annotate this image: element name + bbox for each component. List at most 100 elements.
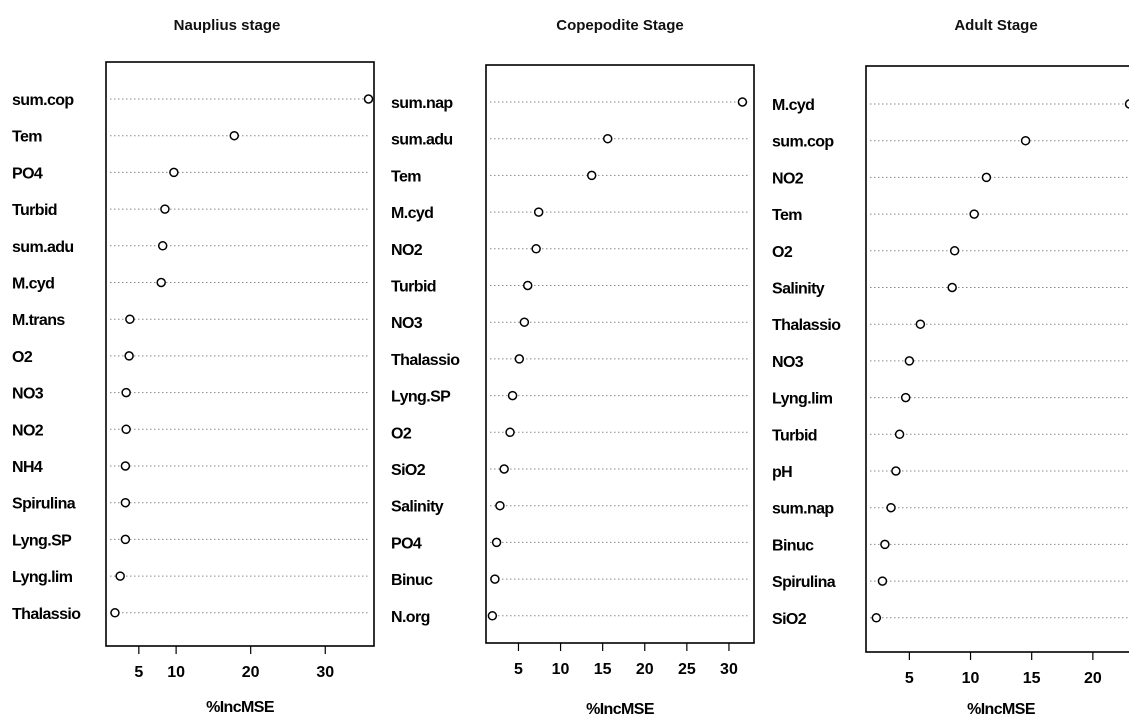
importance-point bbox=[491, 537, 502, 548]
importance-point bbox=[877, 576, 888, 586]
importance-point bbox=[505, 427, 515, 438]
importance-point bbox=[602, 133, 613, 144]
importance-point bbox=[490, 574, 500, 584]
category-label: sum.nap bbox=[391, 95, 453, 112]
importance-point bbox=[891, 466, 901, 476]
panel-title: Nauplius stage bbox=[174, 17, 281, 34]
category-label: M.cyd bbox=[12, 276, 54, 293]
importance-point bbox=[915, 319, 926, 329]
importance-point bbox=[533, 207, 544, 217]
importance-point bbox=[121, 424, 131, 435]
importance-point bbox=[894, 429, 905, 440]
x-tick-label: 5 bbox=[905, 670, 914, 687]
importance-point bbox=[487, 611, 498, 621]
importance-point bbox=[737, 97, 748, 107]
category-label: Thalassio bbox=[772, 317, 841, 334]
importance-point bbox=[169, 167, 179, 178]
category-label: NO2 bbox=[391, 242, 423, 259]
category-label: NO2 bbox=[772, 170, 804, 187]
category-label: sum.adu bbox=[391, 132, 453, 149]
importance-point bbox=[120, 534, 131, 545]
panel-title: Adult Stage bbox=[954, 17, 1037, 34]
category-label: Thalassio bbox=[391, 352, 460, 369]
category-label: sum.cop bbox=[12, 92, 74, 109]
category-label: sum.cop bbox=[772, 134, 834, 151]
x-tick-label: 10 bbox=[167, 664, 185, 681]
x-tick-label: 30 bbox=[316, 664, 334, 681]
x-axis-label: %IncMSE bbox=[967, 701, 1036, 718]
category-label: Lyng.SP bbox=[391, 389, 451, 406]
importance-point bbox=[160, 204, 170, 214]
importance-point bbox=[125, 314, 135, 324]
x-tick-label: 20 bbox=[636, 661, 654, 678]
importance-point bbox=[522, 280, 533, 291]
adult-panel: Adult Stage M.cyd sum.cop NO2 Tem O2 Salinity T… bbox=[772, 17, 1129, 718]
category-label: SiO2 bbox=[772, 611, 807, 628]
category-label: Lyng.lim bbox=[772, 391, 833, 408]
nauplius-panel: Nauplius stage sum.cop Tem PO4 Turbid sum.adu… bbox=[12, 17, 375, 716]
x-tick-label: 20 bbox=[242, 664, 260, 681]
category-label: Spirulina bbox=[12, 496, 76, 513]
category-label: Spirulina bbox=[772, 574, 836, 591]
category-label: Lyng.lim bbox=[12, 569, 73, 586]
importance-point bbox=[531, 244, 541, 254]
importance-point bbox=[880, 539, 890, 550]
importance-point bbox=[519, 317, 530, 327]
category-label: O2 bbox=[12, 349, 33, 366]
plot-frame bbox=[485, 64, 755, 644]
category-label: sum.adu bbox=[12, 239, 74, 256]
category-label: M.cyd bbox=[391, 205, 433, 222]
importance-point bbox=[124, 351, 134, 361]
panel-title: Copepodite Stage bbox=[556, 17, 684, 34]
importance-point bbox=[514, 354, 525, 364]
category-label: Turbid bbox=[391, 279, 436, 296]
importance-point bbox=[586, 170, 597, 181]
importance-point bbox=[871, 613, 882, 623]
category-label: O2 bbox=[772, 244, 793, 261]
x-tick-label: 15 bbox=[1023, 670, 1041, 687]
category-label: O2 bbox=[391, 425, 412, 442]
category-label: NO3 bbox=[391, 315, 423, 332]
category-label: Lyng.SP bbox=[12, 532, 72, 549]
category-label: Tem bbox=[12, 129, 42, 146]
x-tick-label: 20 bbox=[1084, 670, 1102, 687]
importance-point bbox=[886, 502, 896, 513]
category-label: Binuc bbox=[391, 572, 433, 589]
importance-point bbox=[110, 608, 120, 618]
importance-point bbox=[363, 94, 374, 104]
category-label: NO3 bbox=[772, 354, 804, 371]
category-label: Salinity bbox=[772, 281, 825, 298]
x-axis-label: %IncMSE bbox=[586, 701, 655, 718]
importance-point bbox=[981, 172, 992, 183]
importance-point bbox=[900, 392, 911, 403]
category-label: Binuc bbox=[772, 537, 814, 554]
importance-point bbox=[157, 241, 168, 251]
category-label: SiO2 bbox=[391, 462, 426, 479]
category-label: NH4 bbox=[12, 459, 43, 476]
category-label: sum.nap bbox=[772, 501, 834, 518]
x-tick-label: 30 bbox=[720, 661, 738, 678]
copepodite-panel: Copepodite Stage sum.nap sum.adu Tem M.cyd NO… bbox=[391, 17, 755, 718]
category-label: M.trans bbox=[12, 312, 65, 329]
importance-point bbox=[495, 500, 505, 511]
category-label: Tem bbox=[391, 168, 421, 185]
importance-point bbox=[949, 246, 960, 256]
importance-point bbox=[947, 282, 957, 293]
category-label: PO4 bbox=[12, 165, 43, 182]
category-label: Tem bbox=[772, 207, 802, 224]
category-label: Turbid bbox=[772, 427, 817, 444]
importance-point bbox=[1124, 99, 1129, 109]
category-label: N.org bbox=[391, 609, 430, 626]
x-tick-label: 5 bbox=[514, 661, 523, 678]
category-label: M.cyd bbox=[772, 97, 814, 114]
category-label: NO2 bbox=[12, 422, 44, 439]
category-label: Turbid bbox=[12, 202, 57, 219]
importance-point bbox=[121, 387, 131, 398]
importance-point bbox=[1020, 135, 1031, 146]
x-axis-label: %IncMSE bbox=[206, 699, 275, 716]
importance-point bbox=[115, 571, 125, 581]
category-label: pH bbox=[772, 464, 792, 481]
importance-point bbox=[156, 277, 166, 288]
x-tick-label: 10 bbox=[552, 661, 570, 678]
